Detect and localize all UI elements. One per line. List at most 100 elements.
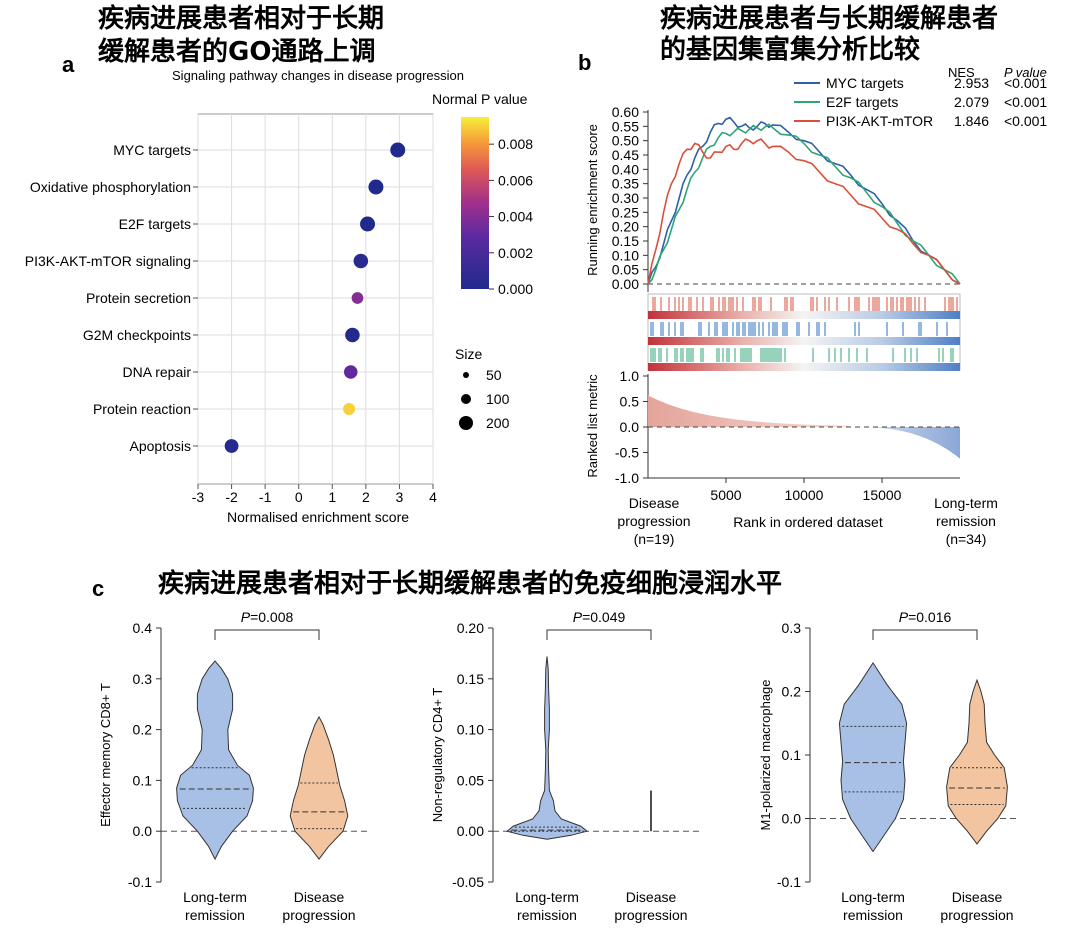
gsea-bottom-y-tick-label: 0.5 bbox=[620, 394, 640, 410]
gsea-top-y-tick-label: 0.00 bbox=[612, 276, 639, 292]
dotplot-point bbox=[390, 142, 406, 158]
heading-c: 疾病进展患者相对于长期缓解患者的免疫细胞浸润水平 bbox=[158, 568, 782, 599]
significance-p-text: P=0.008 bbox=[241, 609, 294, 625]
gsea-left-label-2: progression bbox=[617, 513, 690, 529]
violin-y-tick-label: 0.2 bbox=[133, 722, 153, 738]
size-legend-dot-small bbox=[463, 372, 469, 378]
colorbar-tick-label: 0.004 bbox=[498, 209, 533, 225]
dotplot-x-tick-label: -3 bbox=[192, 489, 205, 505]
violin-y-tick-label: 0.2 bbox=[782, 684, 802, 700]
dotplot-x-ticks: -3 -2 -1 0 1 2 3 4 bbox=[192, 484, 437, 505]
gsea-left-label-3: (n=19) bbox=[634, 531, 675, 547]
significance-p-text: P=0.049 bbox=[573, 609, 626, 625]
gsea-legend-name: E2F targets bbox=[826, 94, 898, 110]
gsea-right-label-3: (n=34) bbox=[946, 531, 987, 547]
size-legend-label-100: 100 bbox=[486, 391, 510, 407]
gsea-x-tick-label: 10000 bbox=[785, 487, 824, 503]
violin-y-tick-label: 0.1 bbox=[133, 772, 153, 788]
colorbar bbox=[461, 117, 489, 289]
heading-a-line2: 缓解患者的GO通路上调 bbox=[98, 36, 375, 67]
dotplot-row-label: G2M checkpoints bbox=[83, 327, 191, 343]
dotplot-row-label: PI3K-AKT-mTOR signaling bbox=[25, 253, 191, 269]
colorbar-tick-label: 0.006 bbox=[498, 172, 533, 188]
significance-p-letter: P bbox=[899, 609, 909, 625]
significance-p-text: P=0.016 bbox=[899, 609, 952, 625]
gsea-top-y-tick-label: 0.30 bbox=[612, 190, 639, 206]
significance-p-letter: P bbox=[241, 609, 251, 625]
gsea-bottom-y-tick-label: 1.0 bbox=[620, 368, 640, 384]
significance-bracket bbox=[546, 629, 652, 640]
violin-group-label-line2: remission bbox=[517, 907, 577, 923]
dotplot-row-label: E2F targets bbox=[119, 216, 191, 232]
size-legend-label-200: 200 bbox=[486, 415, 510, 431]
gsea-top-y-tick-label: 0.15 bbox=[612, 233, 639, 249]
dotplot-grid bbox=[197, 114, 434, 484]
gsea-rank-heatstrip-2 bbox=[648, 337, 960, 345]
dotplot-x-tick-label: 0 bbox=[295, 489, 303, 505]
gsea-gene-hit-barcodes bbox=[650, 297, 958, 362]
dotplot-point bbox=[368, 179, 384, 195]
violin-group-label-line1: Long-term bbox=[515, 889, 579, 905]
violin-shape bbox=[838, 661, 908, 853]
size-legend-dot-medium bbox=[461, 394, 471, 404]
violin-y-tick-label: 0.10 bbox=[457, 722, 484, 738]
panel-label-c: c bbox=[92, 576, 104, 601]
gsea-top-y-ticks: 0.600.550.500.450.400.350.300.250.200.15… bbox=[612, 104, 648, 292]
dotplot-point bbox=[345, 327, 360, 343]
violin-shape bbox=[505, 656, 589, 840]
dotplot-row-label: DNA repair bbox=[123, 364, 192, 380]
gsea-legend-nes: 2.079 bbox=[954, 94, 989, 110]
violin-y-tick-label: 0.0 bbox=[133, 823, 153, 839]
dotplot-point bbox=[343, 402, 356, 416]
violin-group-label-line2: progression bbox=[614, 907, 687, 923]
violin-y-tick-label: 0.15 bbox=[457, 671, 484, 687]
colorbar-ticks: 0.008 0.006 0.004 0.002 0.000 bbox=[489, 136, 533, 297]
gsea-right-label-1: Long-term bbox=[934, 495, 998, 511]
violin-y-label: Non-regulatory CD4+ T bbox=[430, 688, 445, 823]
violin-subplot: 0.3 0.2 0.1 0.0 -0.1 M1-polarized macrophage L… bbox=[758, 609, 1020, 923]
gsea-top-y-tick-label: 0.55 bbox=[612, 118, 639, 134]
dotplot-point bbox=[351, 292, 364, 304]
gsea-legend-nes: 2.953 bbox=[954, 75, 989, 91]
violin-shape bbox=[946, 678, 1008, 845]
violin-y-label: M1-polarized macrophage bbox=[758, 679, 773, 830]
violin-group-label-line2: remission bbox=[185, 907, 245, 923]
dotplot-point bbox=[224, 439, 239, 453]
gsea-top-y-tick-label: 0.60 bbox=[612, 104, 639, 120]
size-legend-label-50: 50 bbox=[486, 367, 502, 383]
gsea-bottom-y-label: Ranked list metric bbox=[585, 374, 600, 478]
gsea-x-tick-label: 5000 bbox=[710, 487, 741, 503]
violin-group-label-line1: Disease bbox=[294, 889, 345, 905]
violin-y-tick-label: -0.05 bbox=[452, 874, 484, 890]
gsea-top-y-tick-label: 0.50 bbox=[612, 133, 639, 149]
dotplot-x-tick-label: 3 bbox=[396, 489, 404, 505]
violin-subplot: 0.4 0.3 0.2 0.1 0.0 -0.1 Effector memory CD8+ … bbox=[98, 609, 371, 923]
dotplot-x-tick-label: 2 bbox=[362, 489, 370, 505]
gsea-bottom-y-tick-label: -0.5 bbox=[615, 445, 639, 461]
gsea-bottom-y-ticks: 1.0 0.5 0.0 -0.5 -1.0 bbox=[615, 368, 648, 486]
dotplot-row-label: Protein secretion bbox=[86, 290, 191, 306]
panel-b-gsea: NES P value MYC targets 2.953 <0.001 E2F ta… bbox=[585, 65, 1047, 547]
gsea-top-y-tick-label: 0.05 bbox=[612, 262, 639, 278]
dotplot-frame bbox=[197, 113, 434, 485]
dotplot-row-label: MYC targets bbox=[113, 142, 191, 158]
ranked-metric-positive-area bbox=[648, 395, 848, 427]
violin-y-tick-label: 0.0 bbox=[782, 811, 802, 827]
violin-group-label-line2: remission bbox=[843, 907, 903, 923]
ranked-metric-negative-area bbox=[848, 427, 960, 459]
violin-y-tick-label: -0.1 bbox=[128, 874, 152, 890]
colorbar-tick-label: 0.008 bbox=[498, 136, 533, 152]
dotplot-title: Signaling pathway changes in disease pro… bbox=[172, 68, 464, 83]
panel-c-violins: 0.4 0.3 0.2 0.1 0.0 -0.1 Effector memory CD8+ … bbox=[98, 609, 1020, 923]
panel-a-dotplot: Signaling pathway changes in disease pro… bbox=[25, 68, 533, 525]
violin-group-label-line1: Disease bbox=[626, 889, 677, 905]
dotplot-point bbox=[353, 253, 369, 269]
dotplot-x-tick-label: 4 bbox=[429, 489, 437, 505]
violin-y-tick-label: 0.1 bbox=[782, 747, 802, 763]
gsea-bottom-y-tick-label: -1.0 bbox=[615, 470, 639, 486]
panel-label-b: b bbox=[578, 50, 591, 75]
gsea-legend: MYC targets 2.953 <0.001 E2F targets 2.079 <0… bbox=[794, 75, 1047, 129]
gsea-enrichment-line bbox=[647, 138, 961, 285]
significance-p-value: =0.049 bbox=[582, 609, 625, 625]
